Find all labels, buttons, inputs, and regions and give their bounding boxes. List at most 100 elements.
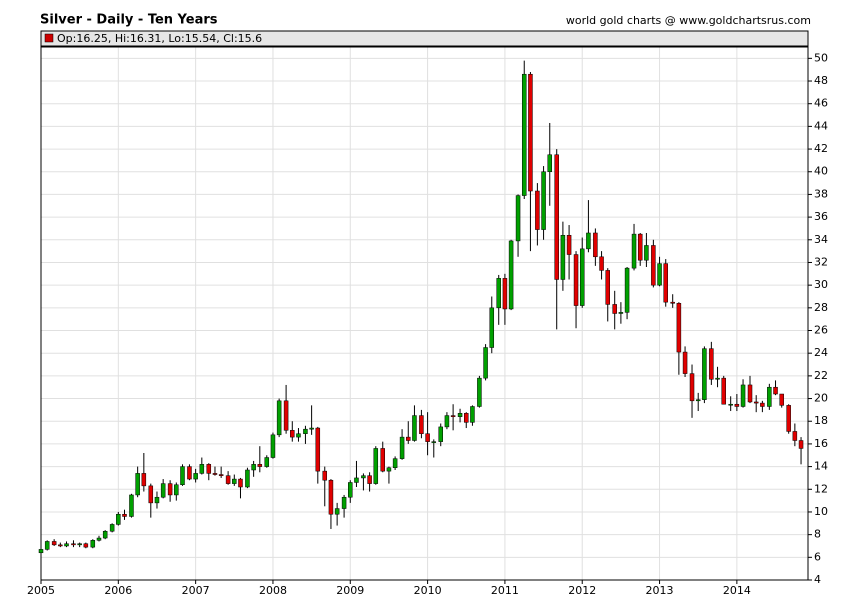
candle-body <box>464 413 469 423</box>
candle-body <box>58 544 63 547</box>
candle-body <box>760 402 765 407</box>
candle-body <box>71 543 76 546</box>
candle-body <box>193 473 198 480</box>
candle-body <box>212 473 218 475</box>
candle-body <box>721 377 726 405</box>
candle-body <box>786 405 791 432</box>
candle-body <box>187 466 192 480</box>
candle-body <box>637 233 643 261</box>
candle-body <box>798 440 804 449</box>
candle-body <box>651 245 656 286</box>
candle-body <box>218 474 224 476</box>
candle-body <box>148 485 154 504</box>
candle-body <box>425 433 430 442</box>
y-tick-label: 18 <box>814 414 828 427</box>
candle-body <box>779 393 784 406</box>
candle-body <box>753 401 759 404</box>
y-tick-label: 36 <box>814 210 828 223</box>
candle-body <box>232 478 237 484</box>
candle-body <box>644 245 649 261</box>
plot-border <box>40 46 809 581</box>
candle-body <box>657 263 662 286</box>
legend-swatch <box>44 33 54 43</box>
candle-body <box>199 464 205 474</box>
candle-body <box>508 240 514 310</box>
candle-body <box>38 549 44 554</box>
candle-body <box>116 513 121 525</box>
candle-body <box>676 303 682 353</box>
candle-body <box>386 467 392 472</box>
candle-body <box>535 190 540 230</box>
candle-body <box>160 483 166 498</box>
candle-body <box>129 494 134 517</box>
y-tick-label: 6 <box>814 550 821 563</box>
candle-body <box>206 464 212 474</box>
candle-body <box>264 457 270 467</box>
candle-body <box>225 475 231 484</box>
candle-body <box>792 431 798 441</box>
candle-body <box>477 377 482 407</box>
candle-body <box>283 400 289 431</box>
candle-body <box>593 232 598 258</box>
candle-body <box>290 430 295 438</box>
y-tick-label: 24 <box>814 346 828 359</box>
candle-body <box>51 541 57 546</box>
y-tick-label: 34 <box>814 233 828 246</box>
candle-body <box>709 348 714 380</box>
y-tick-label: 42 <box>814 142 828 155</box>
candle-body <box>328 479 334 515</box>
x-tick-label: 2012 <box>568 584 596 597</box>
legend-text: Op:16.25, Hi:16.31, Lo:15.54, Cl:15.6 <box>57 32 262 45</box>
candle-body <box>560 235 566 280</box>
candle-body <box>599 256 604 271</box>
y-tick-label: 38 <box>814 187 828 200</box>
candle-body <box>515 195 521 242</box>
candle-body <box>528 73 533 192</box>
x-tick-label: 2013 <box>646 584 674 597</box>
y-tick-label: 30 <box>814 278 828 291</box>
candle-body <box>470 406 475 423</box>
candle-body <box>767 386 772 407</box>
candle-body <box>618 312 624 314</box>
y-tick-label: 48 <box>814 74 828 87</box>
candle-body <box>77 543 82 546</box>
candle-body <box>579 248 585 306</box>
candle-body <box>180 466 185 485</box>
candle-body <box>334 508 340 515</box>
candle-body <box>276 400 282 436</box>
candle-body <box>734 403 740 407</box>
candle-body <box>303 428 308 434</box>
y-tick-label: 12 <box>814 482 828 495</box>
x-tick-label: 2008 <box>259 584 287 597</box>
candle-body <box>631 233 637 269</box>
candle-body <box>682 351 688 374</box>
candle-body <box>689 373 695 402</box>
y-tick-label: 40 <box>814 165 828 178</box>
candle-body <box>496 278 501 309</box>
candle-body <box>141 473 147 487</box>
x-tick-label: 2006 <box>104 584 132 597</box>
candle-body <box>547 154 553 172</box>
candle-body <box>438 426 443 442</box>
candle-body <box>406 436 411 441</box>
y-tick-label: 28 <box>814 301 828 314</box>
candle-body <box>483 347 488 379</box>
candle-body <box>728 403 733 406</box>
candle-body <box>154 496 160 504</box>
candle-body <box>174 484 179 496</box>
y-tick-label: 16 <box>814 437 828 450</box>
candle-body <box>663 263 668 303</box>
y-tick-label: 46 <box>814 97 828 110</box>
candle-body <box>554 154 559 280</box>
candle-body <box>44 541 50 550</box>
candle-body <box>670 301 675 304</box>
candle-body <box>96 537 102 541</box>
candle-body <box>586 232 591 250</box>
candle-body <box>431 441 437 443</box>
y-tick-label: 32 <box>814 255 828 268</box>
candle-body <box>521 73 527 196</box>
y-tick-label: 44 <box>814 119 828 132</box>
candle-body <box>695 399 701 402</box>
candle-body <box>380 448 385 472</box>
candle-body <box>251 464 256 471</box>
